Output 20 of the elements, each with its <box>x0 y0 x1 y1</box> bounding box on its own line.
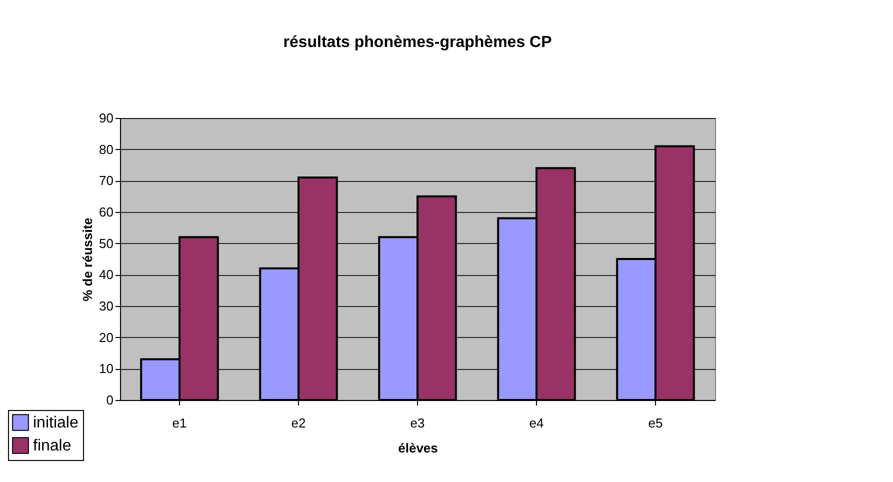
y-tick-label: 90 <box>99 110 114 126</box>
legend-label: finale <box>33 438 72 454</box>
y-tick-label: 20 <box>99 330 114 345</box>
y-tick-label: 50 <box>99 236 114 251</box>
y-tick-label: 60 <box>99 204 114 220</box>
y-tick-label: 10 <box>99 361 114 376</box>
y-tick-label: 30 <box>99 298 114 314</box>
x-tick-label: e2 <box>291 416 306 430</box>
x-tick-label: e4 <box>529 416 544 430</box>
y-tick-label: 80 <box>99 142 114 157</box>
x-tick-label: e1 <box>172 416 187 430</box>
x-tick-label: e3 <box>410 416 425 430</box>
chart-title: résultats phonèmes-graphèmes CP <box>283 34 552 51</box>
legend-label: initiale <box>33 414 78 432</box>
x-axis-title: élèves <box>398 440 438 456</box>
y-tick-label: 70 <box>99 173 114 188</box>
y-axis-title: % de réussite <box>80 218 96 302</box>
y-tick-label: 0 <box>106 392 114 408</box>
x-tick-label: e5 <box>648 416 663 430</box>
y-tick-label: 40 <box>99 267 114 282</box>
